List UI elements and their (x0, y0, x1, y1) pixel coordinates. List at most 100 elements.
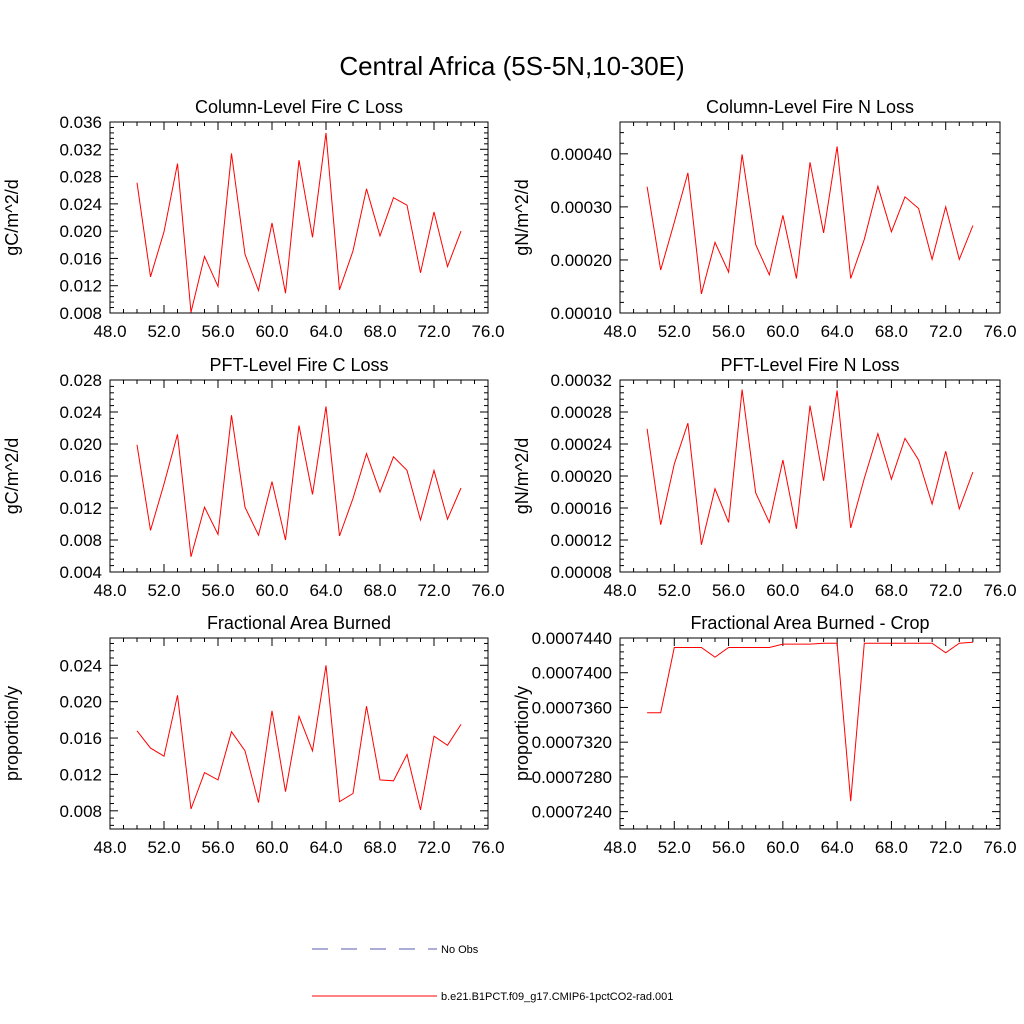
x-tick-label: 64.0 (821, 838, 854, 857)
y-tick-label: 0.012 (59, 765, 102, 784)
panel-grid: Column-Level Fire C Loss gC/m^2/d 48.0 52.0… (2, 97, 1017, 857)
y-tick-label: 0.020 (59, 435, 102, 454)
y-tick-label: 0.020 (59, 222, 102, 241)
x-tick-label: 72.0 (417, 322, 450, 341)
x-tick-label: 68.0 (363, 581, 396, 600)
y-tick-label: 0.00032 (551, 371, 612, 390)
y-tick-label: 0.0007400 (532, 664, 612, 683)
x-tick-label: 64.0 (309, 838, 342, 857)
y-tick-label: 0.0007360 (532, 698, 612, 717)
x-tick-label: 60.0 (255, 838, 288, 857)
x-tick-label: 72.0 (929, 838, 962, 857)
x-tick-label: 52.0 (147, 838, 180, 857)
y-tick-label: 0.00024 (551, 435, 612, 454)
legend: No Obs b.e21.B1PCT.f09_g17.CMIP6-1pctCO2… (312, 944, 673, 1003)
y-tick-label: 0.020 (59, 693, 102, 712)
x-tick-label: 60.0 (255, 581, 288, 600)
y-tick-label: 0.024 (59, 656, 102, 675)
panel-5: Fractional Area Burned - Crop proportion/… (512, 613, 1017, 857)
x-tick-label: 72.0 (929, 581, 962, 600)
series-line-0 (647, 641, 973, 802)
y-tick-label: 0.012 (59, 499, 102, 518)
legend-label-model-run: b.e21.B1PCT.f09_g17.CMIP6-1pctCO2-rad.00… (441, 991, 673, 1003)
x-tick-label: 48.0 (93, 322, 126, 341)
x-tick-label: 48.0 (603, 322, 636, 341)
y-tick-label: 0.00028 (551, 403, 612, 422)
y-tick-label: 0.016 (59, 467, 102, 486)
y-tick-label: 0.0007320 (532, 733, 612, 752)
x-tick-label: 48.0 (603, 581, 636, 600)
series-line-0 (136, 665, 462, 811)
y-tick-label: 0.00016 (551, 499, 612, 518)
y-tick-label: 0.00020 (551, 467, 612, 486)
y-axis-label: gC/m^2/d (2, 179, 22, 255)
y-tick-label: 0.008 (59, 531, 102, 550)
y-tick-label: 0.008 (59, 304, 102, 323)
x-tick-label: 60.0 (255, 322, 288, 341)
panel-title: PFT-Level Fire C Loss (209, 355, 388, 375)
x-tick-label: 52.0 (658, 838, 691, 857)
x-tick-label: 52.0 (147, 322, 180, 341)
y-tick-label: 0.00020 (551, 251, 612, 270)
y-tick-label: 0.0007440 (532, 629, 612, 648)
x-tick-label: 60.0 (766, 581, 799, 600)
panel-2: PFT-Level Fire C Loss gC/m^2/d 48.0 52.0 56.… (2, 355, 505, 600)
panel-title: PFT-Level Fire N Loss (720, 355, 899, 375)
y-tick-label: 0.028 (59, 371, 102, 390)
x-tick-label: 64.0 (309, 581, 342, 600)
figure-title: Central Africa (5S-5N,10-30E) (339, 51, 684, 81)
x-tick-label: 76.0 (471, 322, 504, 341)
x-tick-label: 76.0 (983, 581, 1016, 600)
x-tick-label: 76.0 (983, 322, 1016, 341)
x-tick-label: 72.0 (929, 322, 962, 341)
x-tick-label: 56.0 (201, 581, 234, 600)
x-tick-label: 60.0 (766, 322, 799, 341)
x-tick-label: 68.0 (875, 581, 908, 600)
y-axis-label: gN/m^2/d (512, 438, 532, 514)
y-axis-label: gN/m^2/d (512, 179, 532, 255)
x-tick-label: 60.0 (766, 838, 799, 857)
x-tick-label: 56.0 (712, 838, 745, 857)
y-tick-label: 0.0007280 (532, 768, 612, 787)
y-tick-label: 0.024 (59, 403, 102, 422)
panel-title: Fractional Area Burned - Crop (690, 613, 929, 633)
x-tick-label: 76.0 (471, 838, 504, 857)
y-tick-label: 0.016 (59, 729, 102, 748)
x-tick-label: 52.0 (658, 581, 691, 600)
y-tick-label: 0.00030 (551, 198, 612, 217)
y-tick-label: 0.0007240 (532, 803, 612, 822)
y-axis-label: proportion/y (512, 686, 532, 781)
x-tick-label: 68.0 (363, 838, 396, 857)
series-line-0 (646, 389, 974, 545)
x-tick-label: 52.0 (147, 581, 180, 600)
panel-0: Column-Level Fire C Loss gC/m^2/d 48.0 52.0… (2, 97, 505, 341)
x-tick-label: 72.0 (417, 581, 450, 600)
x-tick-label: 56.0 (201, 838, 234, 857)
y-axis-label: proportion/y (2, 686, 22, 781)
x-tick-label: 56.0 (201, 322, 234, 341)
panel-4: Fractional Area Burned proportion/y 48.0 52… (2, 613, 505, 857)
x-tick-label: 68.0 (875, 322, 908, 341)
y-tick-label: 0.032 (59, 140, 102, 159)
panel-title: Fractional Area Burned (207, 613, 391, 633)
panel-title: Column-Level Fire N Loss (706, 97, 914, 117)
y-tick-label: 0.028 (59, 168, 102, 187)
x-tick-label: 64.0 (821, 581, 854, 600)
x-tick-label: 64.0 (821, 322, 854, 341)
series-line-0 (136, 132, 462, 313)
y-tick-label: 0.024 (59, 195, 102, 214)
panel-1: Column-Level Fire N Loss gN/m^2/d 48.0 52.0… (512, 97, 1017, 341)
x-tick-label: 72.0 (417, 838, 450, 857)
x-tick-label: 52.0 (658, 322, 691, 341)
series-line-0 (646, 146, 974, 295)
x-tick-label: 76.0 (983, 838, 1016, 857)
x-tick-label: 68.0 (875, 838, 908, 857)
series-line-0 (136, 406, 462, 557)
x-tick-label: 48.0 (603, 838, 636, 857)
y-tick-label: 0.00010 (551, 304, 612, 323)
x-tick-label: 56.0 (712, 322, 745, 341)
x-tick-label: 64.0 (309, 322, 342, 341)
panel-3: PFT-Level Fire N Loss gN/m^2/d 48.0 52.0 56.… (512, 355, 1017, 600)
